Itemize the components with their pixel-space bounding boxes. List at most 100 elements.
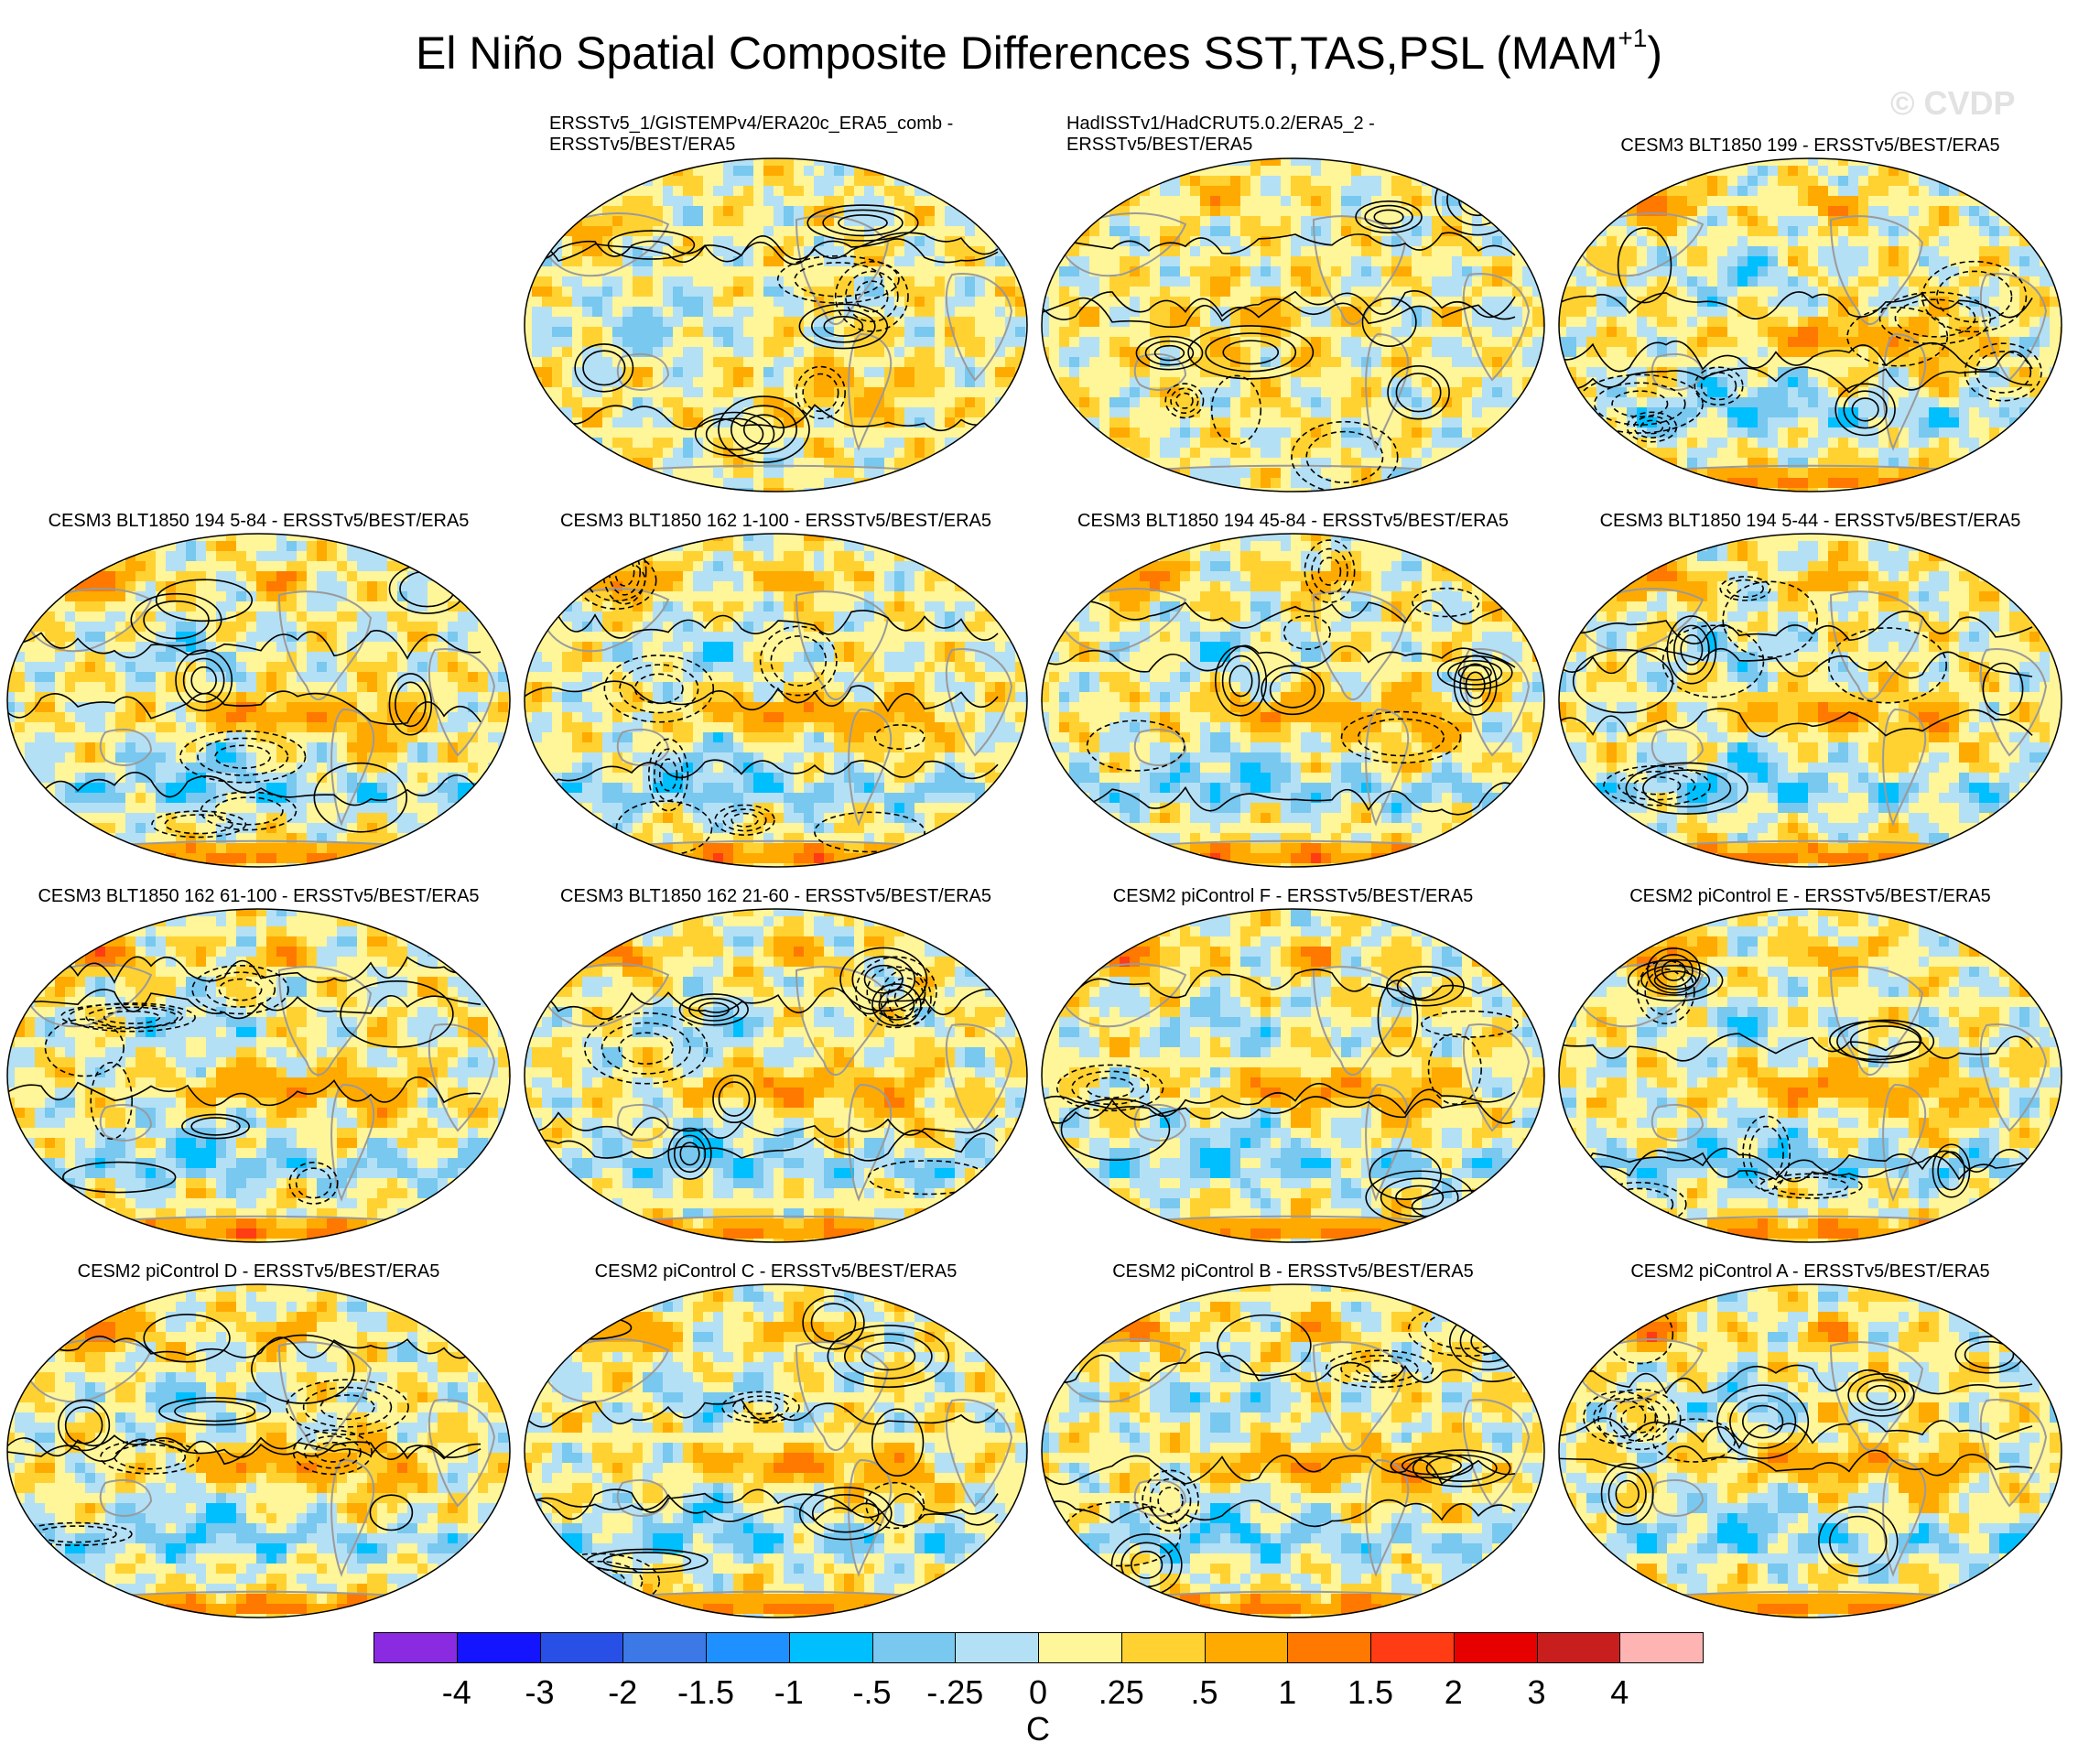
panel-title: CESM2 piControl E - ERSSTv5/BEST/ERA5: [1552, 886, 2069, 907]
colorbar-tick-label: 2: [1445, 1673, 1463, 1712]
map-panel: CESM2 piControl E - ERSSTv5/BEST/ERA5: [1552, 860, 2069, 1245]
colorbar-tick-label: .5: [1190, 1673, 1218, 1712]
panel-title: ERSSTv5_1/GISTEMPv4/ERA20c_ERA5_comb - ER…: [549, 114, 1025, 156]
map-outline: [6, 533, 511, 868]
map-panel: HadISSTv1/HadCRUT5.0.2/ERA5_2 - ERSSTv5/B…: [1034, 110, 1552, 494]
colorbar-tick-label: -.25: [926, 1673, 983, 1712]
panel-title: CESM3 BLT1850 194 5-44 - ERSSTv5/BEST/ER…: [1552, 511, 2069, 532]
map-outline: [6, 908, 511, 1243]
main-title: El Niño Spatial Composite Differences SS…: [0, 26, 2078, 81]
psl-contours: [1559, 1304, 2033, 1577]
colorbar-unit: C: [1026, 1710, 1050, 1748]
colorbar-tick-label: 3: [1527, 1673, 1545, 1712]
robinson-map: [6, 1283, 511, 1618]
robinson-map: [1558, 533, 2062, 868]
panel-title: CESM3 BLT1850 162 1-100 - ERSSTv5/BEST/E…: [517, 511, 1034, 532]
colorbar-tick-label: .25: [1099, 1673, 1144, 1712]
map-panel: ERSSTv5_1/GISTEMPv4/ERA20c_ERA5_comb - ER…: [517, 110, 1034, 494]
map-outline: [1041, 908, 1545, 1243]
map-panel: CESM2 piControl C - ERSSTv5/BEST/ERA5: [517, 1236, 1034, 1620]
robinson-map: [6, 533, 511, 868]
panel-title: CESM3 BLT1850 162 61-100 - ERSSTv5/BEST/…: [0, 886, 517, 907]
colorbar-box: [1453, 1632, 1538, 1663]
robinson-map: [1041, 157, 1545, 492]
map-outline: [1041, 157, 1545, 492]
sst-anomaly-field: [7, 909, 510, 1242]
map-panel: CESM3 BLT1850 162 61-100 - ERSSTv5/BEST/…: [0, 860, 517, 1245]
colorbar-tick-label: -1: [774, 1673, 804, 1712]
sst-anomaly-field: [1559, 534, 2062, 867]
colorbar: [373, 1632, 1704, 1663]
colorbar-box: [622, 1632, 707, 1663]
colorbar-tick-label: -3: [525, 1673, 554, 1712]
colorbar-box: [871, 1632, 957, 1663]
main-title-text: El Niño Spatial Composite Differences SS…: [416, 27, 1618, 79]
sst-anomaly-field: [525, 909, 1027, 1242]
colorbar-box: [1287, 1632, 1371, 1663]
sst-anomaly-field: [525, 1284, 1027, 1618]
panel-title-line2: ERSSTv5/BEST/ERA5: [549, 135, 1025, 156]
panel-title: CESM3 BLT1850 194 45-84 - ERSSTv5/BEST/E…: [1034, 511, 1552, 532]
colorbar-box: [1038, 1632, 1122, 1663]
colorbar-tick-label: 0: [1029, 1673, 1047, 1712]
map-outline: [6, 1283, 511, 1618]
psl-contours: [7, 956, 482, 1205]
panel-title: CESM3 BLT1850 194 5-84 - ERSSTv5/BEST/ER…: [0, 511, 517, 532]
sst-anomaly-field: [1042, 158, 1544, 492]
psl-contours: [525, 204, 999, 463]
colorbar-tick-label: -4: [442, 1673, 471, 1712]
psl-contours: [1042, 539, 1516, 816]
panel-title: CESM3 BLT1850 199 - ERSSTv5/BEST/ERA5: [1552, 135, 2069, 157]
robinson-map: [524, 1283, 1028, 1618]
sst-anomaly-field: [1042, 909, 1544, 1242]
psl-contours: [1559, 227, 2042, 443]
colorbar-tick-label: 1.5: [1347, 1673, 1393, 1712]
colorbar-box: [456, 1632, 541, 1663]
panel-title: CESM3 BLT1850 162 21-60 - ERSSTv5/BEST/E…: [517, 886, 1034, 907]
main-title-superscript: +1: [1618, 24, 1647, 52]
map-panel: CESM3 BLT1850 162 21-60 - ERSSTv5/BEST/E…: [517, 860, 1034, 1245]
colorbar-box: [706, 1632, 790, 1663]
colorbar-box: [1619, 1632, 1704, 1663]
psl-contours: [525, 947, 999, 1196]
panel-title: CESM2 piControl C - ERSSTv5/BEST/ERA5: [517, 1261, 1034, 1282]
colorbar-box: [1204, 1632, 1289, 1663]
coastlines: [538, 963, 1013, 1242]
panel-title-line1: HadISSTv1/HadCRUT5.0.2/ERA5_2 -: [1066, 114, 1542, 135]
map-outline: [524, 1283, 1028, 1618]
map-outline: [1558, 157, 2062, 492]
map-outline: [1041, 1283, 1545, 1618]
colorbar-box: [955, 1632, 1039, 1663]
sst-anomaly-field: [525, 158, 1027, 492]
colorbar-box: [1536, 1632, 1621, 1663]
panel-title: CESM2 piControl D - ERSSTv5/BEST/ERA5: [0, 1261, 517, 1282]
colorbar-tick-label: -2: [608, 1673, 637, 1712]
map-panel: CESM3 BLT1850 194 5-44 - ERSSTv5/BEST/ER…: [1552, 485, 2069, 870]
sst-anomaly-field: [1042, 534, 1544, 867]
map-panel: CESM3 BLT1850 162 1-100 - ERSSTv5/BEST/E…: [517, 485, 1034, 870]
map-panel: CESM3 BLT1850 194 45-84 - ERSSTv5/BEST/E…: [1034, 485, 1552, 870]
main-title-close: ): [1647, 27, 1662, 79]
colorbar-tick-label: 4: [1610, 1673, 1629, 1712]
panel-title: CESM2 piControl A - ERSSTv5/BEST/ERA5: [1552, 1261, 2069, 1282]
watermark: © CVDP: [1890, 84, 2016, 123]
sst-anomaly-field: [1559, 158, 2062, 492]
map-panel: CESM2 piControl B - ERSSTv5/BEST/ERA5: [1034, 1236, 1552, 1620]
colorbar-box: [373, 1632, 458, 1663]
robinson-map: [1041, 1283, 1545, 1618]
robinson-map: [524, 533, 1028, 868]
robinson-map: [524, 908, 1028, 1243]
map-panel: CESM3 BLT1850 199 - ERSSTv5/BEST/ERA5: [1552, 110, 2069, 494]
colorbar-box: [1370, 1632, 1455, 1663]
map-panel: CESM2 piControl D - ERSSTv5/BEST/ERA5: [0, 1236, 517, 1620]
colorbar-box: [788, 1632, 873, 1663]
map-panel: CESM3 BLT1850 194 5-84 - ERSSTv5/BEST/ER…: [0, 485, 517, 870]
colorbar-box: [539, 1632, 624, 1663]
map-outline: [1041, 533, 1545, 868]
colorbar-tick-label: 1: [1278, 1673, 1296, 1712]
robinson-map: [1041, 533, 1545, 868]
robinson-map: [1041, 908, 1545, 1243]
panel-title-line1: ERSSTv5_1/GISTEMPv4/ERA20c_ERA5_comb -: [549, 114, 1025, 135]
panel-title: CESM2 piControl B - ERSSTv5/BEST/ERA5: [1034, 1261, 1552, 1282]
psl-contours: [1042, 164, 1521, 492]
